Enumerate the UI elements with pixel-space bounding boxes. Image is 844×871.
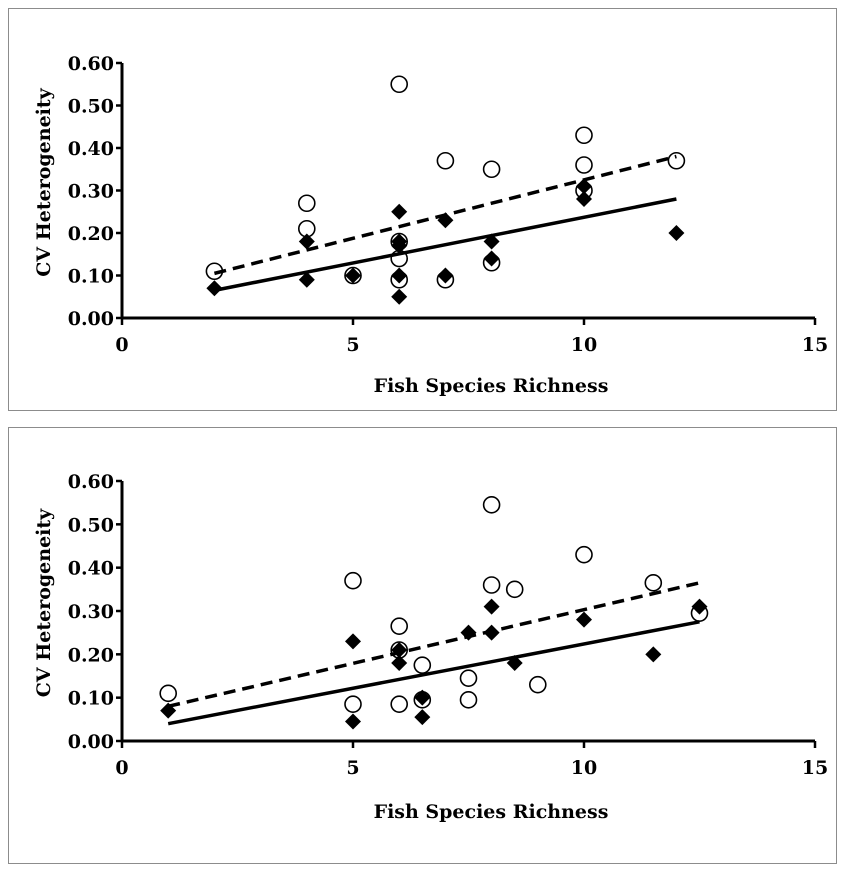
- data-point-diamond: [483, 598, 500, 615]
- trendline-solid: [167, 620, 700, 726]
- data-point-circle: [505, 580, 524, 599]
- chart-1: 0.00 0.10 0.20 0.30 0.40 0.50 0.60 0 5 10 15 Fish S…: [33, 471, 828, 823]
- y-tick-label: 0.50: [68, 96, 114, 118]
- series-0: [160, 598, 708, 730]
- x-tick-label: 10: [571, 334, 597, 356]
- data-point-circle: [575, 156, 593, 174]
- data-point-diamond: [206, 280, 223, 297]
- y-axis-title: CV Heterogeneity: [33, 87, 55, 276]
- data-point-diamond: [345, 267, 361, 284]
- chart-0: 0.00 0.10 0.20 0.30 0.40 0.50 0.60 0 5 10 15 Fish S…: [33, 53, 828, 397]
- data-point-circle: [390, 695, 409, 713]
- data-point-diamond: [645, 646, 662, 663]
- data-point-diamond: [298, 233, 315, 250]
- data-point-circle: [297, 219, 316, 238]
- y-tick-label: 0.10: [68, 266, 114, 288]
- y-tick-label: 0.10: [68, 688, 114, 710]
- series-1: [159, 496, 709, 713]
- data-point-circle: [575, 126, 593, 145]
- trendline-dashed: [167, 581, 700, 709]
- data-point-circle: [390, 232, 409, 251]
- data-point-circle: [390, 249, 409, 268]
- y-tick-label: 0.40: [68, 138, 114, 160]
- data-point-circle: [159, 684, 177, 703]
- data-point-circle: [482, 160, 501, 179]
- chart-panel-top: [8, 8, 837, 411]
- data-point-diamond: [437, 267, 454, 284]
- data-point-circle: [575, 181, 593, 200]
- data-point-circle: [344, 695, 362, 713]
- y-tick-label: 0.60: [68, 53, 114, 75]
- x-axis-title: Fish Species Richness: [374, 801, 609, 823]
- series-0: [206, 178, 685, 305]
- y-tick-label: 0.50: [68, 514, 114, 536]
- data-point-diamond: [391, 288, 408, 305]
- trendline-solid: [214, 197, 677, 293]
- x-tick-label: 0: [115, 334, 128, 356]
- data-point-diamond: [345, 633, 361, 650]
- data-point-circle: [575, 545, 593, 564]
- data-point-circle: [459, 691, 478, 709]
- data-point-diamond: [345, 713, 361, 730]
- chart-panel-bottom: [8, 427, 837, 864]
- x-tick-label: 5: [346, 757, 359, 779]
- data-point-diamond: [668, 225, 685, 241]
- x-tick-label: 0: [115, 757, 128, 779]
- y-tick-label: 0.20: [68, 644, 114, 666]
- data-point-circle: [390, 641, 409, 659]
- data-point-circle: [528, 675, 547, 694]
- data-point-circle: [436, 151, 455, 170]
- data-point-circle: [482, 253, 501, 272]
- x-axis-title: Fish Species Richness: [374, 375, 609, 397]
- data-point-circle: [390, 617, 409, 635]
- data-point-circle: [436, 270, 455, 289]
- data-point-circle: [667, 151, 686, 170]
- data-point-diamond: [576, 178, 592, 195]
- data-point-circle: [344, 266, 362, 285]
- trendline-dashed: [213, 154, 677, 276]
- y-tick-label: 0.00: [68, 731, 114, 753]
- x-tick-label: 15: [802, 757, 828, 779]
- data-point-circle: [413, 656, 432, 674]
- y-axis-title: CV Heterogeneity: [33, 508, 55, 697]
- data-point-circle: [297, 194, 316, 213]
- data-point-circle: [690, 604, 709, 622]
- x-tick-label: 15: [802, 334, 828, 356]
- data-point-diamond: [483, 250, 500, 267]
- y-tick-label: 0.30: [68, 601, 114, 623]
- x-tick-label: 10: [571, 757, 597, 779]
- y-tick-label: 0.60: [68, 471, 114, 493]
- data-point-diamond: [391, 655, 408, 671]
- y-tick-label: 0.30: [68, 181, 114, 203]
- data-point-circle: [344, 571, 362, 590]
- data-point-diamond: [391, 267, 408, 284]
- data-point-circle: [482, 496, 501, 514]
- data-point-diamond: [414, 709, 431, 726]
- y-tick-label: 0.20: [68, 223, 114, 245]
- y-tick-label: 0.00: [68, 308, 114, 330]
- y-tick-label: 0.40: [68, 558, 114, 580]
- x-tick-label: 5: [346, 334, 359, 356]
- data-point-circle: [459, 669, 478, 687]
- data-point-circle: [482, 576, 501, 594]
- data-point-circle: [644, 574, 663, 592]
- data-point-circle: [390, 270, 409, 289]
- data-point-circle: [413, 691, 432, 709]
- series-1: [205, 75, 686, 289]
- data-point-circle: [390, 75, 409, 94]
- data-point-diamond: [391, 203, 408, 220]
- data-point-diamond: [298, 271, 315, 288]
- data-point-diamond: [691, 598, 708, 615]
- data-point-diamond: [391, 237, 408, 254]
- data-point-diamond: [576, 611, 592, 628]
